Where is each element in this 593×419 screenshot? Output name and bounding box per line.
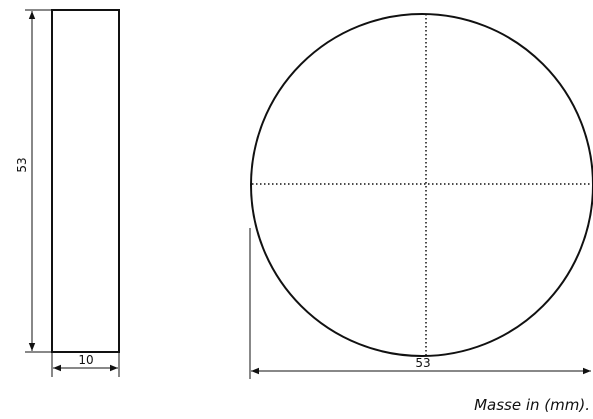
height-label: 53 <box>15 157 29 172</box>
side-view-outline <box>51 9 120 353</box>
caption: Masse in (mm). <box>474 396 590 414</box>
front-view-outline <box>250 13 593 357</box>
width-label: 10 <box>78 353 93 367</box>
diameter-label: 53 <box>415 356 430 370</box>
